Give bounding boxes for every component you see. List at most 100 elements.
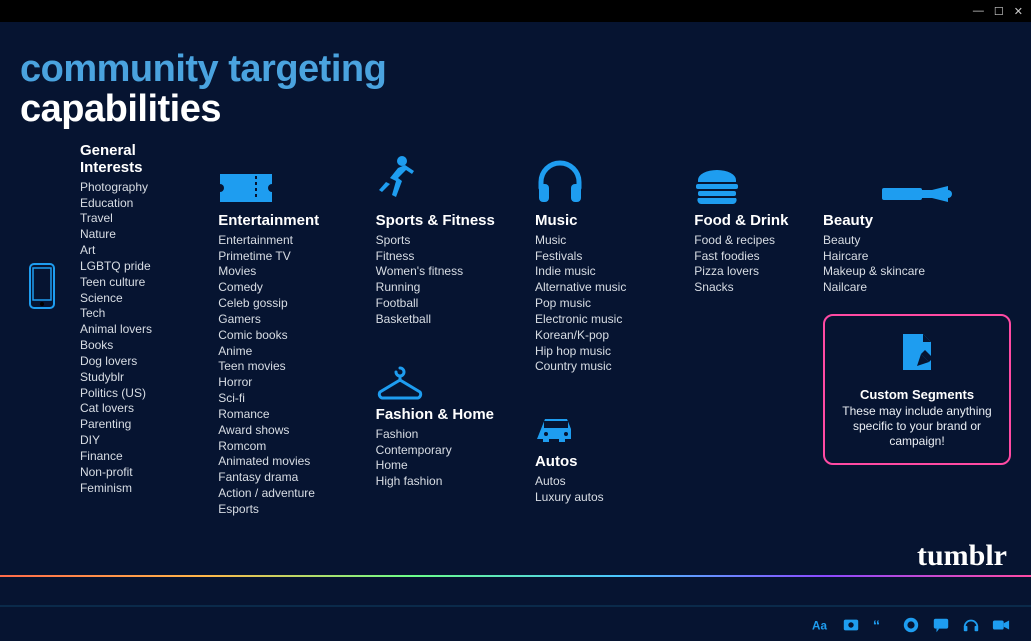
col-entertainment: Entertainment EntertainmentPrimetime TVM… [218,142,359,518]
cat-title-beauty: Beauty [823,212,1011,229]
list-item: Science [80,291,202,307]
list-item: Nailcare [823,280,1011,296]
list-item: Sci-fi [218,391,359,407]
list-item: Nature [80,227,202,243]
custom-title: Custom Segments [837,387,997,402]
svg-text:Aa: Aa [812,620,827,633]
list-item: Electronic music [535,312,678,328]
list-item: Comic books [218,328,359,344]
list-item: Anime [218,344,359,360]
audio-post-icon[interactable] [961,615,981,635]
list-item: Food & recipes [694,233,807,249]
text-post-icon[interactable]: Aa [811,615,831,635]
list-item: Country music [535,359,678,375]
cat-items-autos: AutosLuxury autos [535,474,678,506]
list-item: Art [80,243,202,259]
col-music-autos: Music MusicFestivalsIndie musicAlternati… [535,142,678,518]
list-item: Education [80,196,202,212]
phone-icon [28,262,56,310]
list-item: Indie music [535,264,678,280]
list-item: Teen movies [218,359,359,375]
list-item: Contemporary [376,443,519,459]
list-item: Celeb gossip [218,296,359,312]
cat-title-general: General Interests [80,142,202,176]
maximize-icon[interactable]: ☐ [994,5,1004,18]
list-item: Gamers [218,312,359,328]
list-item: Non-profit [80,465,202,481]
ticket-icon [218,142,359,206]
list-item: Fashion [376,427,519,443]
col-food: Food & Drink Food & recipesFast foodiesP… [694,142,807,518]
list-item: Pop music [535,296,678,312]
headphones-icon [535,142,678,206]
cat-title-sports: Sports & Fitness [376,212,519,229]
list-item: DIY [80,433,202,449]
page-title: community targeting capabilities [20,50,1011,130]
list-item: Fitness [376,249,519,265]
chat-post-icon[interactable] [931,615,951,635]
list-item: Running [376,280,519,296]
list-item: Women's fitness [376,264,519,280]
list-item: Hip hop music [535,344,678,360]
col-general: General Interests PhotographyEducationTr… [80,142,202,518]
burger-icon [694,142,807,206]
slide-content: community targeting capabilities General… [0,22,1031,528]
cat-items-entertainment: EntertainmentPrimetime TVMoviesComedyCel… [218,233,359,518]
cat-items-sports: SportsFitnessWomen's fitnessRunningFootb… [376,233,519,328]
quote-post-icon[interactable]: “ [871,615,891,635]
lipstick-icon [823,142,1011,206]
list-item: Romance [218,407,359,423]
list-item: Award shows [218,423,359,439]
list-item: Fantasy drama [218,470,359,486]
custom-segments-box: Custom Segments These may include anythi… [823,314,1011,465]
list-item: Esports [218,502,359,518]
list-item: Primetime TV [218,249,359,265]
list-item: Photography [80,180,202,196]
list-item: Tech [80,306,202,322]
custom-desc: These may include anything specific to y… [837,404,997,449]
list-item: Politics (US) [80,386,202,402]
cat-items-fashion: FashionContemporaryHomeHigh fashion [376,427,519,490]
title-line2: capabilities [20,88,221,130]
col-beauty-custom: Beauty BeautyHaircareMakeup & skincareNa… [823,142,1011,518]
photo-post-icon[interactable] [841,615,861,635]
cat-items-food: Food & recipesFast foodiesPizza loversSn… [694,233,807,296]
list-item: Teen culture [80,275,202,291]
list-item: Animal lovers [80,322,202,338]
footer-divider [0,605,1031,607]
link-post-icon[interactable] [901,615,921,635]
cat-items-beauty: BeautyHaircareMakeup & skincareNailcare [823,233,1011,296]
category-columns: General Interests PhotographyEducationTr… [20,142,1011,518]
list-item: Animated movies [218,454,359,470]
video-post-icon[interactable] [991,615,1011,635]
car-icon [535,383,678,447]
list-item: Music [535,233,678,249]
list-item: Autos [535,474,678,490]
cat-title-entertainment: Entertainment [218,212,359,229]
list-item: Festivals [535,249,678,265]
phone-decoration [20,142,64,518]
close-icon[interactable]: ✕ [1014,5,1023,18]
list-item: Alternative music [535,280,678,296]
minimize-icon[interactable]: — [973,5,984,17]
list-item: Haircare [823,249,1011,265]
list-item: Pizza lovers [694,264,807,280]
list-item: Korean/K-pop [535,328,678,344]
window-titlebar: — ☐ ✕ [0,0,1031,22]
list-item: Travel [80,211,202,227]
gradient-divider [0,575,1031,577]
cat-title-autos: Autos [535,453,678,470]
cat-title-music: Music [535,212,678,229]
list-item: Romcom [218,439,359,455]
list-item: LGBTQ pride [80,259,202,275]
list-item: Movies [218,264,359,280]
col-sports-fashion: Sports & Fitness SportsFitnessWomen's fi… [376,142,519,518]
list-item: Makeup & skincare [823,264,1011,280]
list-item: Cat lovers [80,401,202,417]
list-item: Basketball [376,312,519,328]
list-item: Luxury autos [535,490,678,506]
list-item: Fast foodies [694,249,807,265]
list-item: Books [80,338,202,354]
list-item: High fashion [376,474,519,490]
list-item: Home [376,458,519,474]
